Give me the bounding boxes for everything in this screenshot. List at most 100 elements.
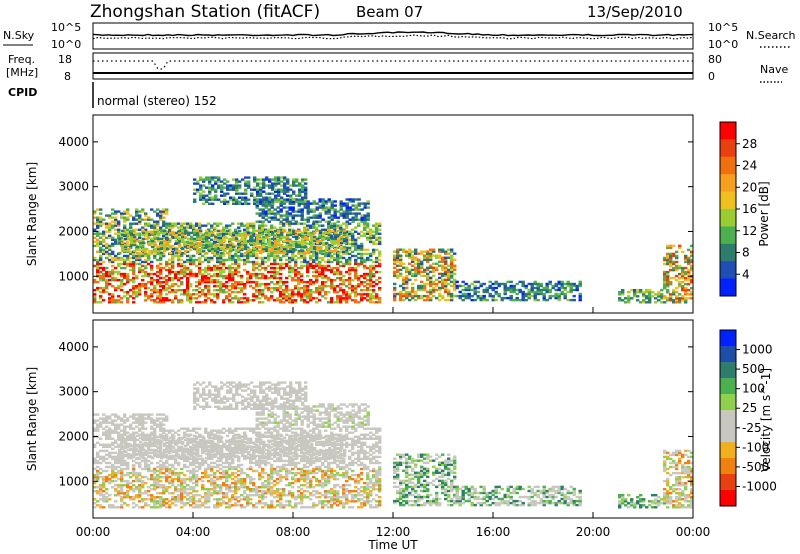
heatmap-cell [527, 290, 531, 294]
heatmap-cell [569, 284, 573, 288]
heatmap-cell [563, 282, 567, 286]
heatmap-cell [196, 229, 200, 233]
heatmap-cell [624, 301, 628, 304]
heatmap-cell [675, 260, 679, 264]
heatmap-cell [283, 178, 287, 181]
heatmap-cell [300, 198, 304, 201]
heatmap-cell [225, 285, 229, 288]
heatmap-cell [432, 294, 436, 298]
heatmap-cell [177, 473, 181, 477]
heatmap-cell [111, 473, 115, 477]
heatmap-cell [196, 235, 200, 239]
heatmap-cell [273, 490, 277, 493]
heatmap-cell [201, 274, 205, 278]
heatmap-cell [675, 256, 679, 260]
heatmap-cell [237, 297, 241, 300]
heatmap-cell [325, 251, 329, 255]
heatmap-cell [337, 237, 341, 241]
heatmap-cell [444, 262, 448, 265]
heatmap-cell [201, 272, 205, 276]
heatmap-cell [96, 471, 100, 475]
heatmap-cell [189, 301, 193, 304]
heatmap-cell [240, 276, 244, 280]
heatmap-cell [450, 274, 454, 278]
heatmap-cell [111, 504, 115, 507]
heatmap-cell [684, 299, 688, 302]
heatmap-cell [491, 296, 495, 300]
heatmap-cell [102, 494, 106, 497]
heatmap-cell [196, 241, 200, 245]
heatmap-cell [399, 290, 403, 294]
heatmap-cell [99, 262, 103, 266]
heatmap-cell [195, 484, 199, 487]
heatmap-cell [321, 274, 325, 278]
heatmap-cell [166, 247, 170, 251]
heatmap-cell [135, 496, 139, 499]
heatmap-cell [192, 490, 196, 493]
heatmap-cell [159, 299, 163, 302]
heatmap-cell [195, 293, 199, 296]
heatmap-cell [684, 289, 688, 292]
heatmap-cell [120, 496, 124, 499]
heatmap-cell [450, 262, 454, 265]
heatmap-cell [312, 222, 316, 225]
heatmap-cell [207, 467, 211, 471]
heatmap-cell [360, 252, 364, 256]
heatmap-cell [117, 477, 121, 481]
heatmap-cell [408, 292, 412, 296]
heatmap-cell [186, 498, 190, 501]
heatmap-cell [99, 248, 103, 252]
heatmap-cell [150, 218, 154, 221]
heatmap-cell [393, 266, 397, 269]
heatmap-cell [411, 274, 415, 278]
heatmap-cell [132, 289, 136, 292]
heatmap-cell [219, 266, 223, 270]
heatmap-cell [315, 279, 319, 282]
heatmap-cell [330, 471, 334, 475]
heatmap-cell [186, 502, 190, 505]
heatmap-cell [234, 502, 238, 505]
heatmap-cell [139, 243, 143, 247]
heatmap-cell [273, 270, 277, 274]
heatmap-cell [111, 293, 115, 296]
heatmap-cell [205, 194, 209, 197]
heatmap-cell [351, 242, 355, 246]
heatmap-cell [124, 237, 128, 241]
heatmap-cell [244, 251, 248, 255]
heatmap-cell [144, 218, 148, 221]
heatmap-cell [222, 502, 226, 505]
heatmap-cell [168, 291, 172, 294]
heatmap-cell [114, 494, 118, 497]
heatmap-cell [129, 222, 133, 225]
heatmap-cell [351, 204, 355, 207]
heatmap-cell [216, 268, 220, 272]
heatmap-cell [354, 260, 358, 264]
heatmap-cell [310, 247, 314, 251]
heatmap-cell [204, 224, 208, 227]
heatmap-cell [99, 287, 103, 290]
heatmap-cell [375, 230, 379, 233]
heatmap-cell [684, 279, 688, 282]
heatmap-cell [438, 250, 442, 253]
heatmap-cell [372, 230, 376, 233]
heatmap-cell [672, 260, 676, 264]
heatmap-cell [399, 294, 403, 298]
heatmap-cell [447, 288, 451, 292]
heatmap-cell [219, 291, 223, 294]
heatmap-cell [303, 293, 307, 296]
heatmap-cell [156, 484, 160, 487]
heatmap-cell [210, 479, 214, 483]
heatmap-cell [192, 260, 196, 264]
heatmap-cell [298, 245, 302, 249]
heatmap-cell [271, 200, 275, 203]
heatmap-cell [171, 222, 175, 225]
heatmap-cell [111, 264, 115, 268]
heatmap-cell [171, 484, 175, 487]
heatmap-cell [132, 254, 136, 258]
heatmap-cell [464, 292, 468, 296]
heatmap-cell [235, 180, 239, 183]
heatmap-cell [297, 477, 301, 481]
heatmap-cell [183, 289, 187, 292]
heatmap-cell [348, 256, 352, 260]
heatmap-cell [96, 473, 100, 477]
